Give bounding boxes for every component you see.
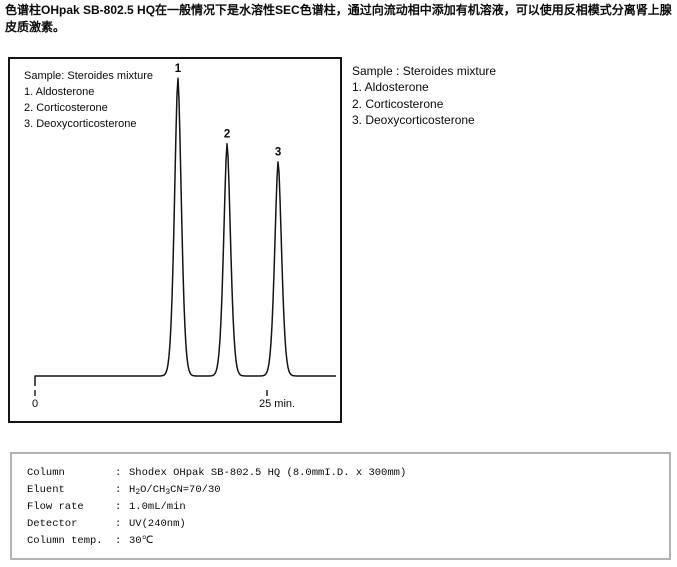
condition-value: 30℃ [129, 535, 154, 547]
sample-list: Sample : Steroides mixture 1. Aldosteron… [352, 63, 496, 129]
x-axis-tick-label: 25 min. [259, 398, 295, 410]
sample-list-title: Sample : Steroides mixture [352, 64, 497, 78]
condition-value: H2O/CH3CN=70/30 [129, 484, 221, 497]
condition-separator: : [115, 518, 122, 530]
chart-legend: Sample: Steroides mixture 1. Aldosterone… [24, 68, 153, 132]
chromatogram-chart: 1 2 3 0 25 min. [32, 63, 336, 410]
chart-legend-item: 1. Aldosterone [24, 86, 95, 98]
x-axis-tick-label: 0 [32, 398, 38, 410]
condition-row-flow-rate: Flow rate:1.0mL/min [27, 499, 669, 516]
peak-label-2: 2 [224, 129, 230, 141]
peak-label-3: 3 [275, 146, 281, 158]
condition-label: Column [27, 467, 65, 479]
chart-legend-item: 3. Deoxycorticosterone [24, 118, 137, 130]
chart-legend-title: Sample: Steroides mixture [24, 70, 153, 82]
condition-row-eluent: Eluent: H2O/CH3CN=70/30 [27, 482, 669, 499]
intro-text: 色谱柱OHpak SB-802.5 HQ在一般情况下是水溶性SEC色谱柱，通过向… [5, 3, 672, 34]
condition-label: Flow rate [27, 501, 84, 513]
condition-value: Shodex OHpak SB-802.5 HQ (8.0mmI.D. x 30… [129, 467, 407, 479]
sample-list-item: 1. Aldosterone [352, 80, 429, 95]
conditions-panel: Column: Shodex OHpak SB-802.5 HQ (8.0mmI.… [10, 452, 671, 560]
condition-value: 1.0mL/min [129, 501, 186, 513]
condition-row-column: Column: Shodex OHpak SB-802.5 HQ (8.0mmI.… [27, 465, 669, 482]
sample-list-item: 3. Deoxycorticosterone [352, 113, 475, 128]
sample-list-item: 2. Corticosterone [352, 96, 444, 111]
condition-value: UV(240nm) [129, 518, 186, 530]
condition-separator: : [115, 501, 122, 513]
chromatogram-trace [34, 77, 336, 386]
condition-label: Eluent [27, 484, 65, 496]
condition-label: Column temp. [27, 535, 103, 547]
chart-legend-item: 2. Corticosterone [24, 102, 108, 114]
condition-separator: : [115, 467, 122, 479]
condition-separator: : [115, 535, 122, 547]
condition-separator: : [115, 484, 122, 496]
condition-row-detector: Detector: UV(240nm) [27, 516, 669, 533]
chromatogram-panel: 1 2 3 0 25 min. Sample: Steroides mixture 1.… [8, 57, 342, 423]
peak-label-1: 1 [175, 63, 182, 75]
condition-label: Detector [27, 518, 78, 530]
condition-row-column-temp: Column temp.:30℃ [27, 533, 669, 550]
